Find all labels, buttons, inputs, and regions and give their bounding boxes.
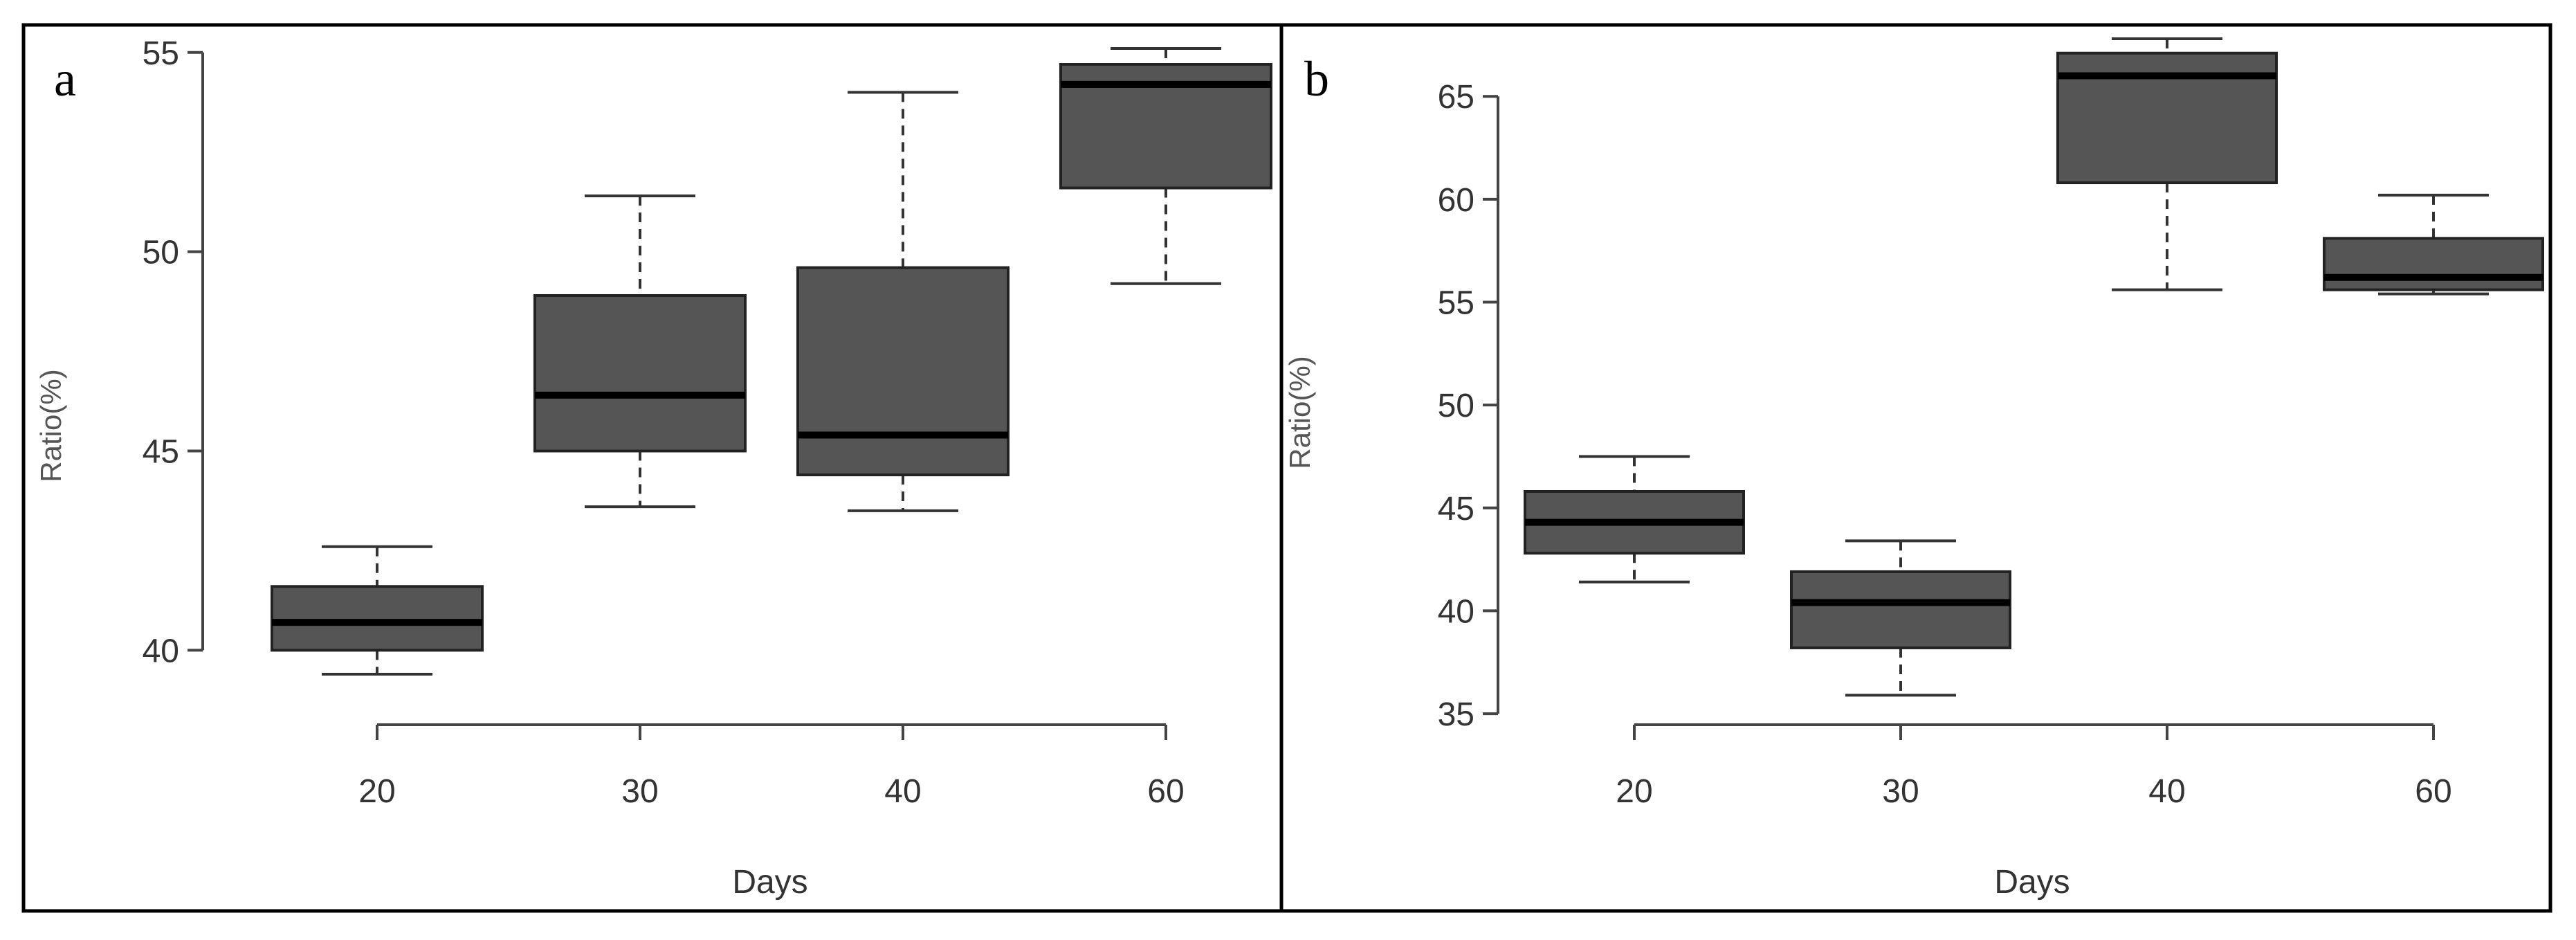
- y-tick-label: 40: [1438, 593, 1474, 630]
- y-tick-label: 55: [143, 35, 179, 72]
- iqr-box: [796, 266, 1010, 477]
- box-30: [1790, 539, 2011, 697]
- x-axis-title: Days: [1994, 864, 2070, 901]
- x-axis-title: Days: [732, 864, 807, 901]
- box-20: [271, 545, 484, 676]
- x-tick-label: 40: [884, 773, 921, 810]
- box-40: [2056, 37, 2278, 291]
- panel-a: a Ratio(%) Days 40 45 50 55 20 30 40 60: [35, 35, 1272, 901]
- box-20: [1524, 455, 1745, 584]
- box-60: [2323, 193, 2544, 296]
- panel-label: a: [54, 51, 76, 107]
- box-40: [796, 91, 1010, 512]
- box-30: [533, 195, 747, 509]
- iqr-box: [2323, 237, 2544, 291]
- x-tick-label: 40: [2148, 773, 2185, 810]
- y-tick-label: 45: [143, 434, 179, 471]
- y-axis-title: Ratio(%): [35, 369, 67, 482]
- x-tick-label: 60: [1147, 773, 1184, 810]
- y-tick-label: 40: [143, 633, 179, 669]
- y-tick-label: 60: [1438, 182, 1474, 219]
- y-tick-label: 55: [1438, 284, 1474, 321]
- y-tick-label: 50: [1438, 388, 1474, 424]
- iqr-box: [271, 585, 484, 652]
- y-tick-label: 35: [1438, 696, 1474, 733]
- iqr-box: [533, 293, 747, 453]
- box-60: [1059, 47, 1272, 285]
- y-axis-title: Ratio(%): [1284, 356, 1316, 469]
- x-tick-label: 30: [1882, 773, 1919, 810]
- y-tick-label: 50: [143, 235, 179, 271]
- iqr-box: [1790, 570, 2011, 649]
- panel-b: b Ratio(%) Days 35 40 45 50 55 60 65 20 30 40 60: [1284, 37, 2544, 901]
- y-tick-label: 65: [1438, 79, 1474, 116]
- x-tick-label: 20: [1616, 773, 1652, 810]
- x-tick-label: 20: [358, 773, 395, 810]
- x-tick-label: 30: [621, 773, 658, 810]
- x-tick-label: 60: [2415, 773, 2451, 810]
- figure-frame: [21, 23, 2552, 913]
- y-tick-label: 45: [1438, 491, 1474, 527]
- panel-label: b: [1304, 51, 1329, 107]
